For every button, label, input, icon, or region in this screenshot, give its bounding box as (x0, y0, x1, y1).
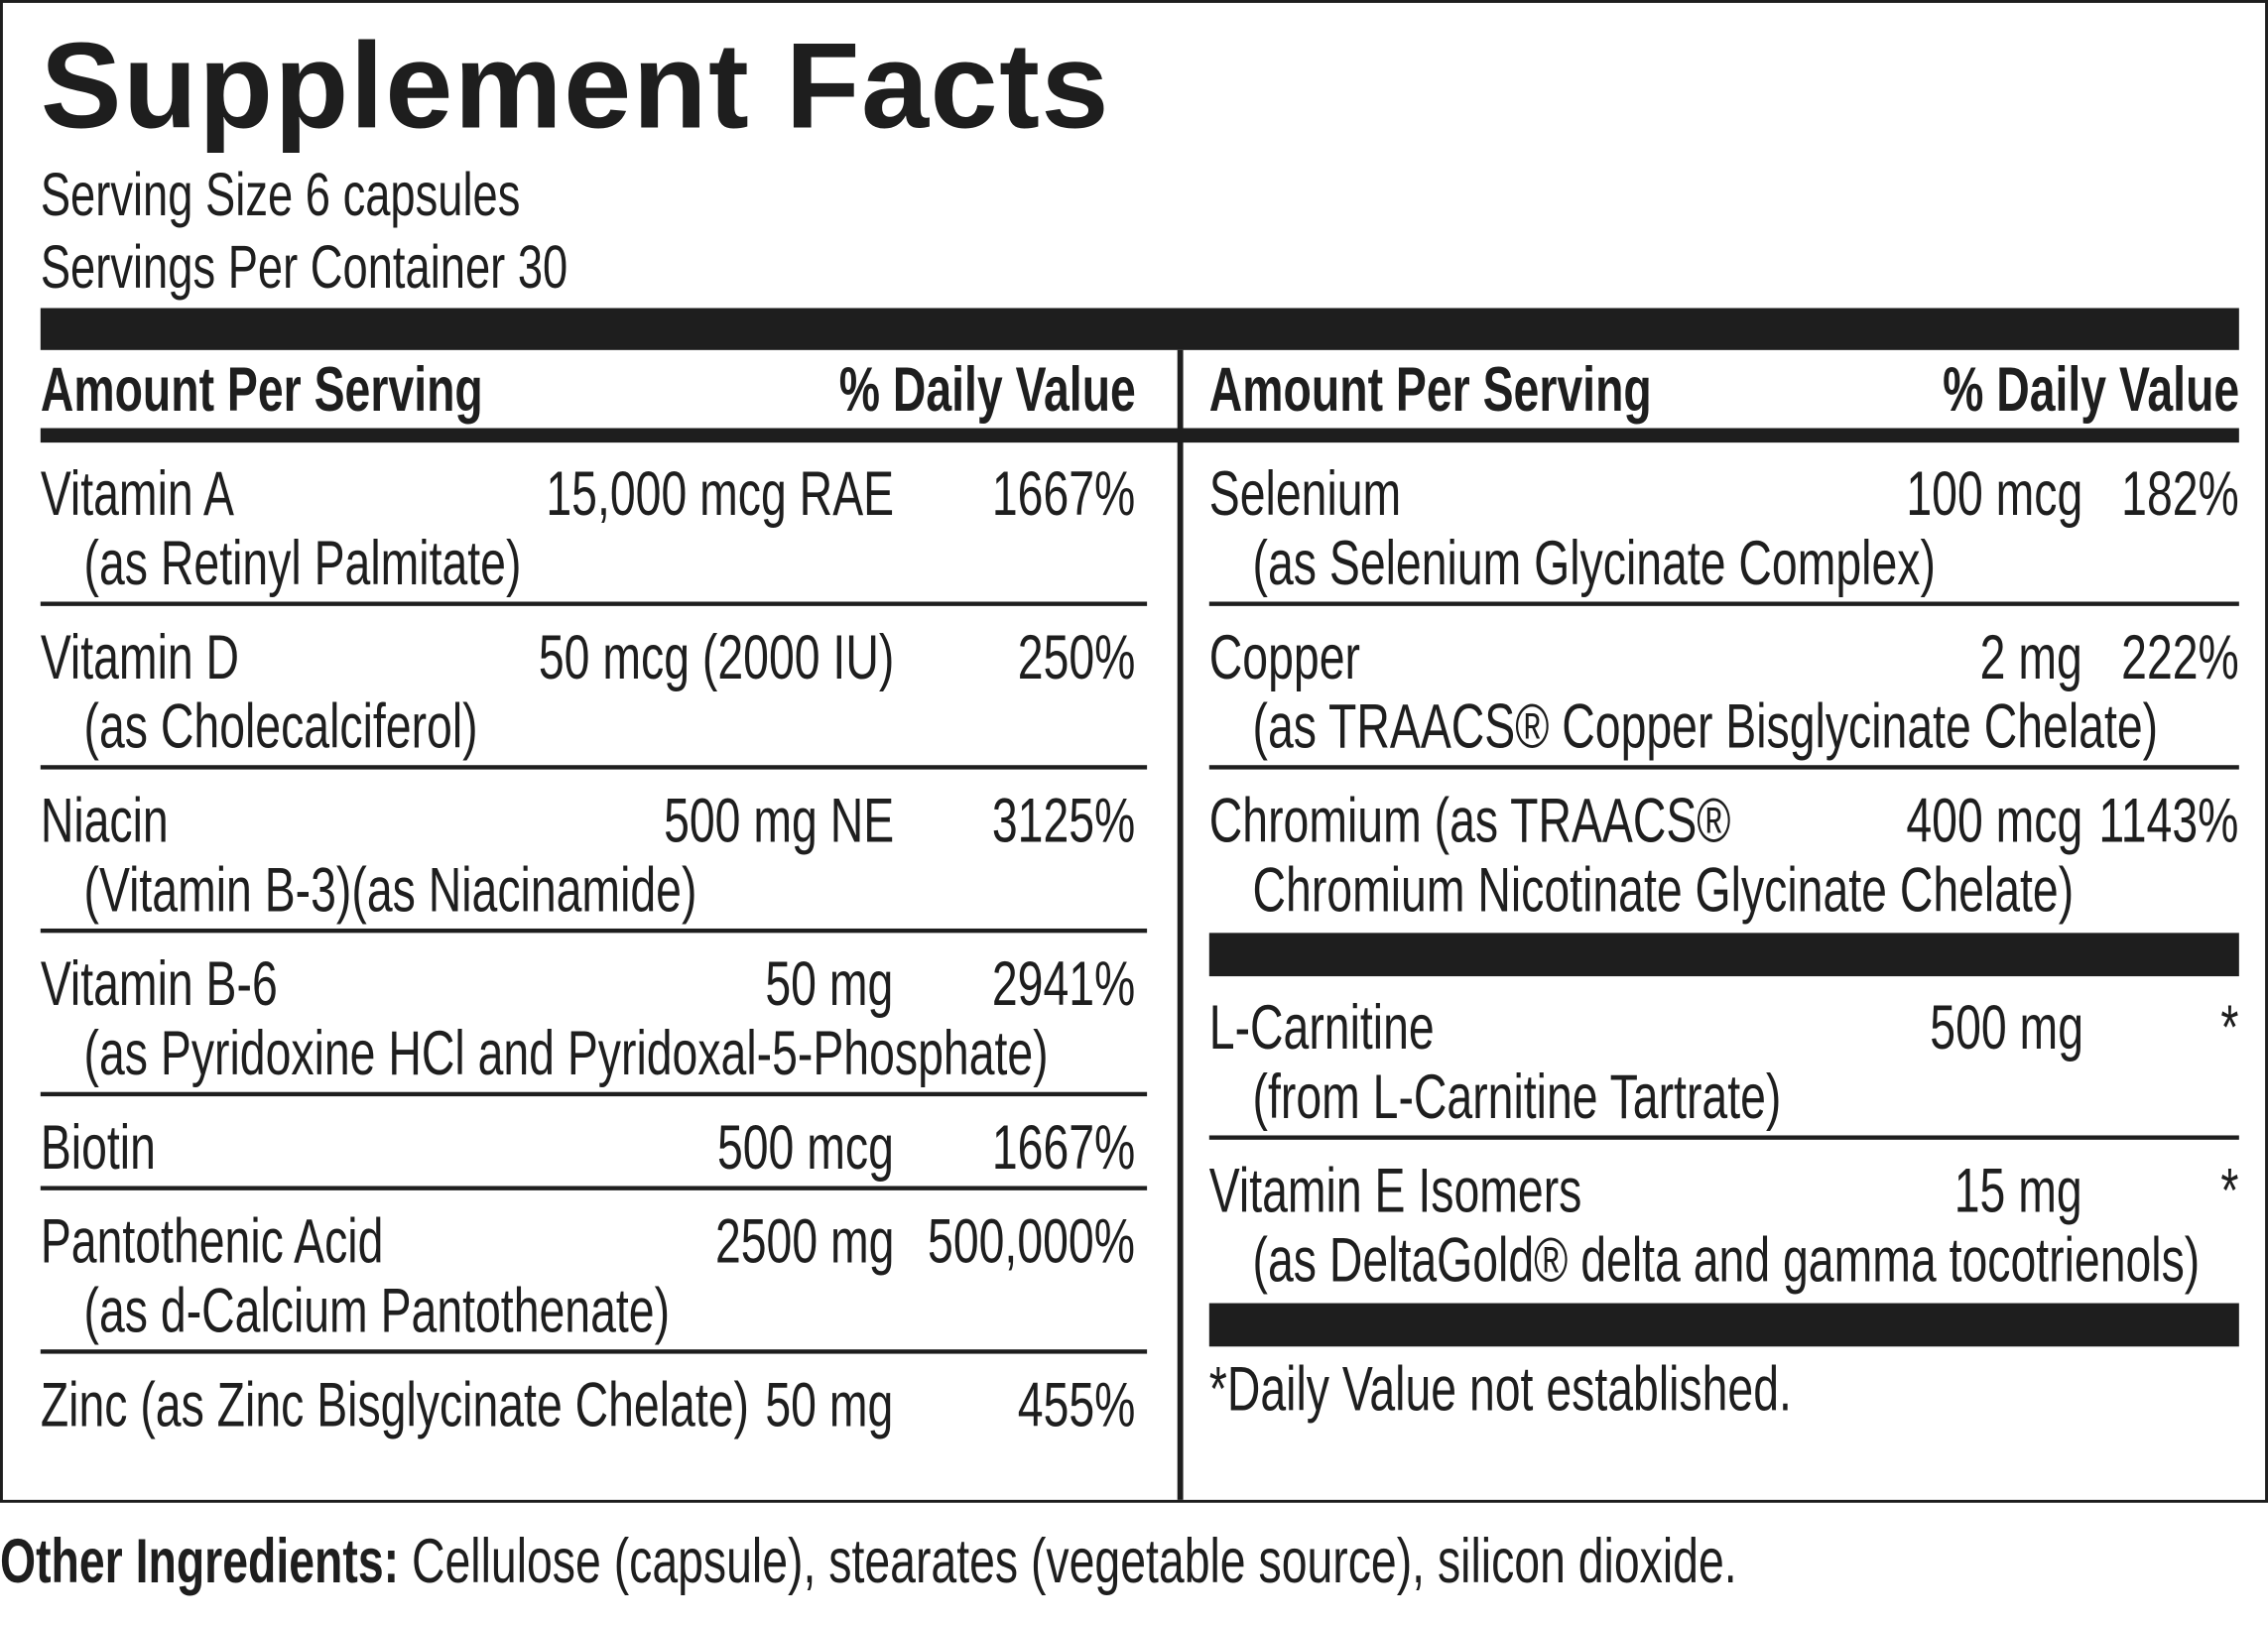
nutrient-detail: (as Cholecalciferol) (83, 692, 478, 763)
nutrient-name: Biotin (40, 1113, 156, 1184)
nutrient-name: L-Carnitine (1208, 993, 1435, 1063)
nutrient-detail: (from L-Carnitine Tartrate) (1252, 1063, 1782, 1133)
serving-size: Serving Size 6 capsules (40, 160, 521, 229)
nutrient-amount: 15 mg (1954, 1157, 2083, 1227)
nutrient-amount: 50 mg (766, 949, 894, 1020)
footnote: *Daily Value not established. (1208, 1355, 1792, 1426)
nutrient-detail: (as Retinyl Palmitate) (83, 529, 522, 599)
thick-bar (40, 308, 2239, 350)
daily-value: 500,000% (928, 1207, 1136, 1278)
nutrient-detail: (as Selenium Glycinate Complex) (1252, 529, 1936, 599)
nutrient-name: Niacin (40, 787, 169, 857)
daily-value: 3125% (991, 787, 1136, 857)
row-rule (1208, 1135, 2239, 1140)
amount-header: Amount Per Serving (1208, 355, 1652, 426)
nutrient-amount: 500 mg NE (663, 787, 894, 857)
nutrient-detail: (as Pyridoxine HCl and Pyridoxal-5-Phosp… (83, 1019, 1049, 1089)
label-border (0, 0, 2268, 1503)
nutrient-detail: (Vitamin B-3)(as Niacinamide) (83, 856, 697, 927)
daily-value: 2941% (991, 949, 1136, 1020)
row-rule (40, 1091, 1148, 1097)
nutrient-amount: 500 mcg (717, 1113, 894, 1184)
nutrient-name: Vitamin E Isomers (1208, 1157, 1582, 1227)
title: Supplement Facts (40, 17, 1110, 154)
nutrient-amount: 2500 mg (714, 1207, 894, 1278)
nutrient-name: Pantothenic Acid (40, 1207, 384, 1278)
nutrient-name: Vitamin B-6 (40, 949, 278, 1020)
daily-value: 250% (1017, 623, 1136, 693)
nutrient-amount: 50 mcg (2000 IU) (538, 623, 894, 693)
nutrient-amount: 2 mg (1980, 623, 2083, 693)
header-rule (40, 428, 1181, 443)
row-rule (40, 601, 1148, 606)
header-rule (1180, 428, 2239, 443)
dv-header: % Daily Value (1942, 355, 2239, 426)
nutrient-amount: 500 mg (1929, 993, 2083, 1063)
group-bar (1208, 1303, 2239, 1347)
row-rule (40, 765, 1148, 770)
nutrient-name: Selenium (1208, 459, 1402, 530)
other-ingredients-label: Other Ingredients: (0, 1527, 400, 1597)
nutrient-amount: 400 mcg (1906, 787, 2083, 857)
row-rule (40, 1186, 1148, 1190)
daily-value: * (2220, 993, 2239, 1063)
row-rule (1208, 601, 2239, 606)
nutrient-detail: (as TRAACS® Copper Bisglycinate Chelate) (1252, 692, 2159, 763)
nutrient-detail: (as d-Calcium Pantothenate) (83, 1277, 671, 1347)
dv-header: % Daily Value (838, 355, 1136, 426)
nutrient-detail: Chromium Nicotinate Glycinate Chelate) (1252, 856, 2075, 927)
row-rule (40, 928, 1148, 934)
other-ingredients-text: Cellulose (capsule), stearates (vegetabl… (411, 1527, 1737, 1597)
daily-value: 1143% (2098, 787, 2239, 857)
nutrient-name: Vitamin A (40, 459, 234, 530)
other-ingredients: Other Ingredients: Cellulose (capsule), … (0, 1528, 1737, 1597)
nutrient-amount: 100 mcg (1906, 459, 2083, 530)
row-rule (1208, 765, 2239, 770)
nutrient-name: Vitamin D (40, 623, 240, 693)
row-rule (40, 1349, 1148, 1354)
daily-value: * (2220, 1157, 2239, 1227)
nutrient-name: Chromium (as TRAACS® (1208, 787, 1731, 857)
daily-value: 1667% (991, 1113, 1136, 1184)
amount-header: Amount Per Serving (40, 355, 483, 426)
group-bar (1208, 933, 2239, 977)
nutrient-name: Zinc (as Zinc Bisglycinate Chelate) (40, 1371, 749, 1441)
nutrient-amount: 15,000 mcg RAE (546, 459, 894, 530)
nutrient-name: Copper (1208, 623, 1360, 693)
nutrient-amount: 50 mg (766, 1371, 894, 1441)
servings-per-container: Servings Per Container 30 (40, 232, 568, 302)
daily-value: 1667% (991, 459, 1136, 530)
nutrient-detail: (as DeltaGold® delta and gamma tocotrien… (1252, 1226, 2201, 1297)
column-divider (1177, 349, 1184, 1500)
daily-value: 455% (1017, 1371, 1136, 1441)
daily-value: 182% (2121, 459, 2239, 530)
daily-value: 222% (2121, 623, 2239, 693)
